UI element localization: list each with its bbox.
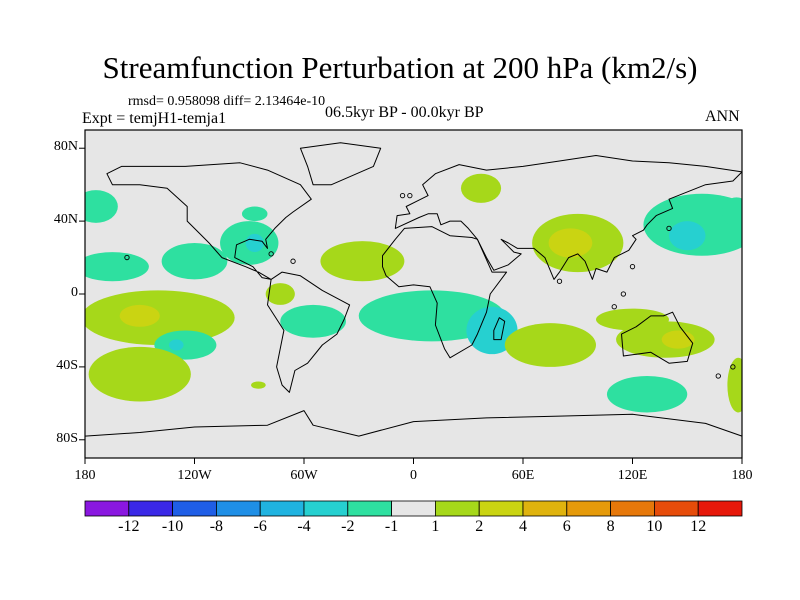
chart-title: Streamfunction Perturbation at 200 hPa (… — [102, 50, 698, 85]
colorbar-label: 12 — [690, 518, 707, 535]
colorbar-box-0 — [84, 500, 130, 517]
anomaly-region-16 — [466, 306, 518, 355]
y-tick-label: 80N — [53, 139, 78, 155]
island-9 — [399, 192, 406, 199]
colorbar-box-7 — [391, 500, 436, 517]
coastline-north-america — [106, 162, 312, 280]
anomaly-region-5 — [265, 283, 295, 305]
colorbar-label: 1 — [431, 518, 440, 535]
anomaly-region-1 — [85, 252, 149, 282]
anomaly-region-13 — [241, 206, 268, 222]
anomaly-region-10 — [88, 346, 191, 402]
x-tick-label: 0 — [410, 468, 417, 483]
colorbar-label: 8 — [606, 518, 615, 535]
y-tick-label: 80S — [56, 430, 78, 446]
anomaly-region-26 — [727, 357, 742, 413]
anomaly-region-9 — [168, 339, 184, 351]
colorbar-box-1 — [128, 500, 174, 517]
colorbar-label: -6 — [253, 518, 267, 535]
anomaly-region-0 — [85, 190, 118, 223]
anomaly-region-4 — [245, 233, 264, 253]
coastline-antarctica — [84, 410, 743, 437]
colorbar-box-2 — [172, 500, 217, 517]
x-tick-label: 180 — [731, 468, 753, 483]
colorbar-box-3 — [215, 500, 261, 517]
x-tick-label: 60W — [290, 468, 318, 483]
anomaly-region-27 — [721, 197, 742, 227]
colorbar-label: -12 — [118, 518, 140, 535]
anomaly-region-25 — [606, 376, 688, 413]
coastline-greenland — [299, 142, 382, 186]
anomaly-region-28 — [134, 377, 153, 389]
anomaly-region-20 — [669, 221, 706, 251]
anomaly-region-14 — [460, 173, 502, 203]
colorbar-box-6 — [347, 500, 392, 517]
experiment-label: Expt = temjH1-temja1 — [82, 110, 227, 127]
colorbar-box-13 — [654, 500, 699, 517]
colorbar-label: -2 — [341, 518, 355, 535]
island-11 — [556, 278, 563, 284]
anomaly-region-29 — [251, 381, 266, 389]
island-6 — [620, 291, 627, 297]
colorbar-label: -8 — [209, 518, 224, 535]
anomaly-region-7 — [119, 304, 160, 327]
anomaly-region-24 — [504, 323, 596, 367]
colorbar-box-10 — [522, 500, 568, 517]
colorbar-label: -4 — [297, 518, 311, 535]
x-tick-label: 120E — [617, 468, 648, 483]
colorbar-box-11 — [566, 500, 611, 517]
colorbar-label: 4 — [519, 518, 527, 535]
island-3 — [666, 225, 672, 232]
colorbar-box-9 — [478, 500, 524, 517]
x-tick-label: 60E — [511, 468, 535, 483]
colorbar-box-4 — [259, 500, 305, 517]
colorbar-label: 2 — [475, 518, 484, 535]
island-5 — [611, 304, 617, 310]
colorbar-box-12 — [610, 500, 655, 517]
island-10 — [407, 192, 413, 199]
y-tick-label: 0 — [71, 285, 78, 300]
coastline-europe-asia — [394, 155, 743, 280]
colorbar-label: -1 — [384, 518, 399, 535]
coastline-africa — [382, 226, 508, 359]
colorbar-box-14 — [697, 500, 743, 517]
island-8 — [715, 373, 721, 379]
colorbar-box-5 — [303, 500, 349, 517]
anomaly-region-19 — [643, 193, 742, 256]
period-label: 06.5kyr BP - 00.0kyr BP — [325, 104, 484, 121]
colorbar-box-8 — [434, 500, 480, 517]
anomaly-layer — [85, 173, 742, 413]
colorbar-label: 6 — [562, 518, 571, 535]
season-label: ANN — [705, 108, 740, 125]
x-tick-label: 120W — [177, 468, 212, 483]
coastline-south-america — [267, 271, 351, 393]
island-0 — [124, 254, 130, 261]
anomaly-region-6 — [85, 290, 235, 346]
colorbar-label: 10 — [646, 518, 663, 535]
coastline-madagascar — [493, 317, 506, 341]
island-2 — [290, 258, 296, 264]
anomaly-region-18 — [548, 228, 593, 258]
island-7 — [730, 364, 736, 370]
colorbar-label: -10 — [161, 518, 184, 535]
island-1 — [268, 251, 274, 257]
y-tick-label: 40N — [53, 212, 78, 228]
x-tick-label: 180 — [74, 468, 96, 483]
y-tick-label: 40S — [56, 357, 78, 373]
anomaly-region-11 — [280, 304, 346, 338]
stats-label: rmsd= 0.958098 diff= 2.13464e-10 — [128, 94, 326, 109]
anomaly-region-2 — [161, 242, 228, 280]
island-4 — [629, 264, 636, 270]
coastline-australia — [621, 311, 694, 364]
anomaly-region-12 — [320, 241, 405, 282]
